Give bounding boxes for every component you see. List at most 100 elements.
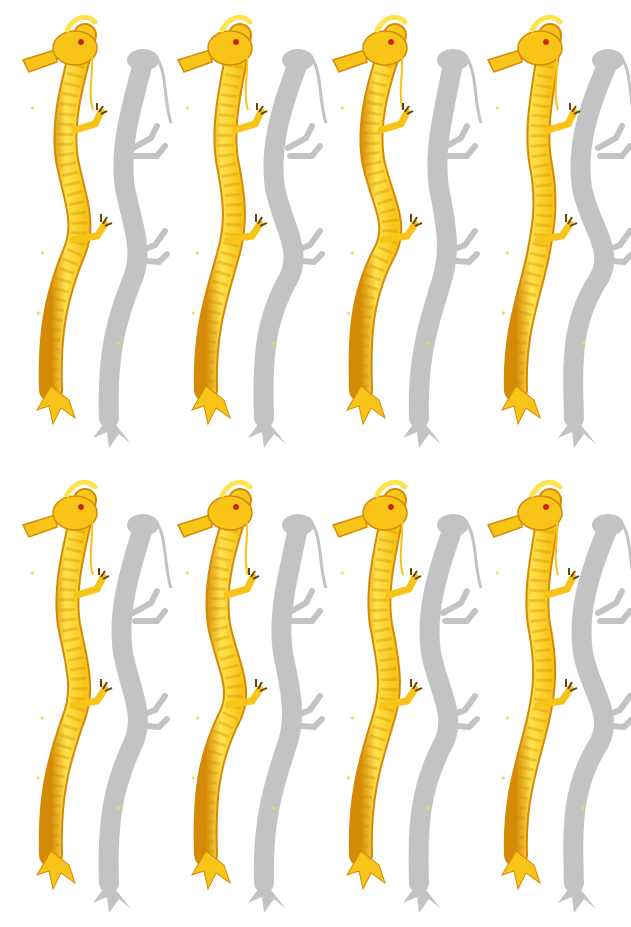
sprite-frame-1: ✦ ✦ ✦ ✦	[15, 10, 173, 450]
sparkle-icon: ✦	[345, 309, 352, 318]
sparkle-icon: ✦	[504, 714, 511, 723]
dragon-whisker	[554, 49, 559, 111]
dragon-eye	[233, 504, 239, 510]
sparkle-icon: ✦	[39, 714, 46, 723]
sparkle-icon: ✦	[194, 249, 201, 258]
dragon-scales	[197, 33, 248, 391]
dragon-head	[176, 479, 253, 576]
sparkle-icon: ✦	[35, 774, 42, 783]
dragon-tail-tuft	[190, 850, 231, 891]
sparkle-icon: ✦	[425, 804, 432, 813]
sparkle-icon: ✦	[345, 774, 352, 783]
sparkle-icon: ✦	[190, 774, 197, 783]
dragon-claw-upper	[73, 568, 110, 599]
dragon-shadow	[248, 514, 328, 913]
dragon-shadow	[248, 49, 328, 448]
dragon-body	[505, 490, 560, 865]
sparkle-icon: ✦	[580, 339, 587, 348]
sprite-frame-7: ✦ ✦ ✦ ✦	[325, 475, 483, 915]
sparkle-icon: ✦	[29, 104, 36, 113]
sprite-frame-3: ✦ ✦ ✦ ✦	[325, 10, 483, 450]
sparkle-icon: ✦	[494, 104, 501, 113]
sparkle-icon: ✦	[115, 339, 122, 348]
sparkle-icon: ✦	[270, 339, 277, 348]
sparkle-icon: ✦	[39, 249, 46, 258]
dragon-tail-tuft	[190, 385, 231, 426]
dragon-whisker	[89, 49, 94, 111]
sparkle-icon: ✦	[500, 309, 507, 318]
dragon-scales	[352, 32, 403, 391]
sparkle-icon: ✦	[184, 104, 191, 113]
dragon-whisker	[244, 514, 249, 576]
dragon-tail-tuft	[345, 385, 386, 426]
dragon-tail-tuft	[35, 850, 76, 891]
sparkle-icon: ✦	[494, 569, 501, 578]
dragon-body	[40, 25, 95, 400]
dragon-scales	[197, 497, 248, 856]
sparkle-icon: ✦	[184, 569, 191, 578]
dragon-claw-lower	[224, 679, 268, 709]
dragon-scales	[42, 498, 93, 856]
dragon-claw-upper	[71, 103, 108, 134]
dragon-scales	[507, 499, 558, 856]
dragon-body	[195, 25, 250, 400]
dragon-body	[350, 490, 405, 865]
sparkle-icon: ✦	[580, 804, 587, 813]
dragon-eye	[543, 504, 549, 510]
dragon-claw-lower	[379, 679, 423, 709]
dragon-claw-lower	[69, 214, 113, 244]
dragon-head	[21, 14, 98, 111]
sparkle-icon: ✦	[115, 804, 122, 813]
sparkle-icon: ✦	[270, 804, 277, 813]
dragon-claw-lower	[224, 214, 268, 244]
dragon-head	[176, 14, 253, 111]
dragon-shadow	[558, 514, 631, 913]
dragon-claw-lower	[534, 679, 578, 709]
dragon-head	[331, 14, 408, 111]
dragon-claw-upper	[377, 103, 414, 134]
dragon-head	[486, 14, 563, 111]
dragon-scales	[352, 498, 403, 856]
sprite-frame-6: ✦ ✦ ✦ ✦	[170, 475, 328, 915]
dragon-eye	[78, 504, 84, 510]
dragon-eye	[388, 39, 394, 45]
sprite-frame-4: ✦ ✦ ✦ ✦	[480, 10, 631, 450]
dragon-eye	[78, 39, 84, 45]
dragon-sprite	[331, 479, 483, 913]
sparkle-icon: ✦	[339, 569, 346, 578]
dragon-claw-upper	[544, 103, 581, 134]
dragon-whisker	[399, 514, 404, 576]
dragon-tail-tuft	[345, 850, 386, 891]
dragon-scales	[507, 34, 558, 391]
dragon-shadow	[403, 49, 483, 448]
dragon-whisker	[554, 514, 559, 576]
dragon-sprite	[331, 14, 483, 448]
sparkle-icon: ✦	[500, 774, 507, 783]
dragon-head	[21, 479, 98, 576]
dragon-body	[350, 25, 405, 400]
dragon-claw-upper	[543, 568, 580, 599]
dragon-sprite	[21, 14, 173, 448]
dragon-head	[331, 479, 408, 576]
dragon-claw-upper	[223, 568, 260, 599]
dragon-whisker	[244, 49, 249, 111]
dragon-body	[505, 25, 560, 400]
dragon-claw-lower	[534, 214, 578, 244]
dragon-tail-tuft	[35, 385, 76, 426]
dragon-sprite	[486, 14, 631, 448]
sparkle-icon: ✦	[504, 249, 511, 258]
sparkle-icon: ✦	[339, 104, 346, 113]
sparkle-icon: ✦	[29, 569, 36, 578]
sparkle-icon: ✦	[425, 339, 432, 348]
dragon-eye	[388, 504, 394, 510]
sparkle-icon: ✦	[349, 714, 356, 723]
dragon-shadow	[93, 49, 173, 448]
dragon-shadow	[558, 49, 631, 448]
dragon-claw-lower	[379, 214, 423, 244]
dragon-claw-lower	[69, 679, 113, 709]
dragon-tail-tuft	[500, 385, 541, 426]
sprite-frame-2: ✦ ✦ ✦ ✦	[170, 10, 328, 450]
dragon-sprite	[486, 479, 631, 913]
dragon-claw-upper	[231, 103, 268, 134]
dragon-sprite	[21, 479, 173, 913]
